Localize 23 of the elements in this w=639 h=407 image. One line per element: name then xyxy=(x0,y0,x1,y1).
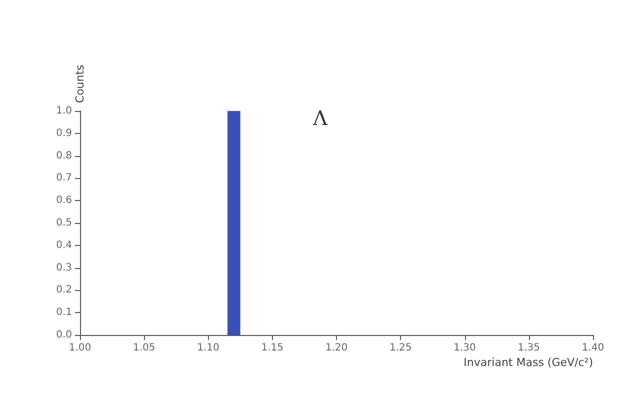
x-tick-label: 1.10 xyxy=(197,342,220,354)
y-tick-label: 0.8 xyxy=(56,150,72,162)
y-tick-label: 0.9 xyxy=(56,128,72,139)
x-tick-label: 1.20 xyxy=(325,342,348,354)
y-tick-label: 0.7 xyxy=(56,172,72,184)
x-tick-label: 1.35 xyxy=(518,342,540,354)
y-tick-label: 0.1 xyxy=(56,307,72,318)
x-axis-title: Invariant Mass (GeV/c²) xyxy=(464,356,593,369)
y-tick-label: 0.4 xyxy=(56,240,72,251)
y-tick-label: 0.5 xyxy=(56,218,72,228)
x-tick-label: 1.25 xyxy=(389,342,412,354)
x-tick-label: 1.15 xyxy=(261,342,284,354)
y-tick-label: 1.0 xyxy=(56,106,72,116)
y-tick-label: 0.2 xyxy=(56,284,72,296)
y-tick-label: 0.3 xyxy=(56,262,72,274)
x-tick-label: 1.00 xyxy=(68,342,92,354)
x-tick-label: 1.30 xyxy=(454,342,476,354)
x-tick-label: 1.40 xyxy=(582,342,604,354)
y-tick-label: 0.0 xyxy=(56,330,72,340)
y-tick-label: 0.6 xyxy=(56,195,72,206)
x-tick-label: 1.05 xyxy=(132,342,156,354)
y-axis-title: Counts xyxy=(74,64,86,104)
annotation: Λ xyxy=(312,106,328,130)
